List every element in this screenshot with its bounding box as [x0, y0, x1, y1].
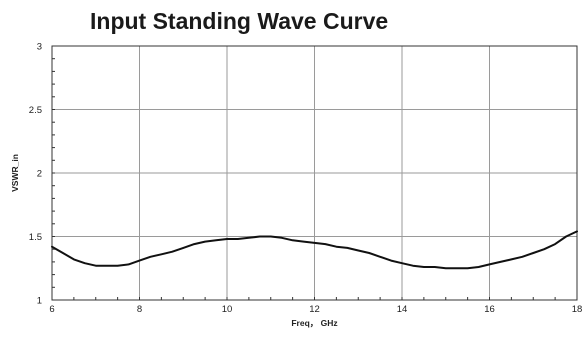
y-axis-ticks: 1 1.5 2 2.5 3 [29, 42, 42, 307]
x-tick-label: 8 [137, 304, 142, 315]
x-tick-label: 10 [222, 304, 233, 315]
grid [52, 46, 577, 300]
y-tick-label: 3 [37, 42, 42, 53]
x-tick-label: 18 [572, 304, 582, 315]
plot-area-frame [51, 45, 578, 301]
x-tick-label: 14 [397, 304, 408, 315]
x-tick-label: 12 [309, 304, 320, 315]
y-tick-label: 1.5 [29, 232, 42, 243]
vswr-series-line [51, 230, 578, 270]
x-axis-title: Freq， GHz [291, 318, 337, 328]
y-tick-label: 1 [37, 296, 42, 307]
chart-title: Input Standing Wave Curve [90, 8, 389, 34]
x-tick-label: 6 [49, 304, 54, 315]
x-tick-label: 16 [484, 304, 495, 315]
y-tick-label: 2 [37, 169, 42, 180]
y-axis-title: VSWR_in [10, 154, 20, 192]
y-tick-label: 2.5 [29, 105, 42, 116]
x-axis-ticks: 6 8 10 12 14 16 18 [49, 304, 582, 315]
